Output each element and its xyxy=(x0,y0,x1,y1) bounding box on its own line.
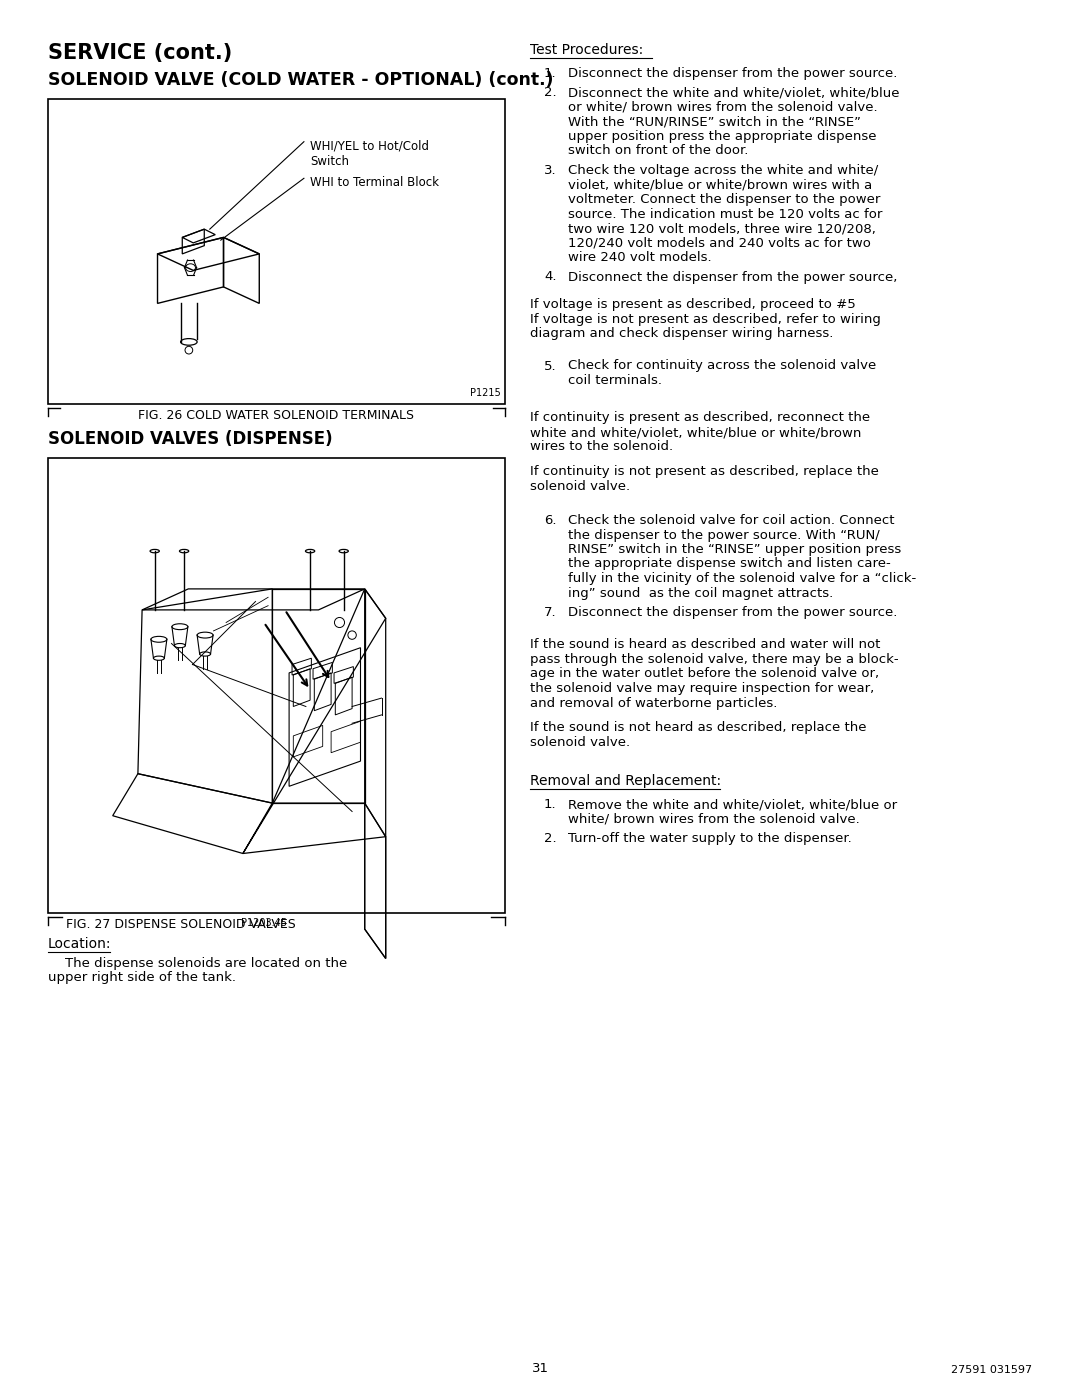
Text: If the sound is heard as described and water will not: If the sound is heard as described and w… xyxy=(530,638,880,651)
Bar xyxy=(48,99,505,404)
Text: solenoid valve.: solenoid valve. xyxy=(530,735,630,749)
Text: 7.: 7. xyxy=(544,606,556,619)
Text: the appropriate dispense switch and listen care-: the appropriate dispense switch and list… xyxy=(568,557,891,570)
Text: 120/240 volt models and 240 volts ac for two: 120/240 volt models and 240 volts ac for… xyxy=(568,236,870,250)
Text: Disconnect the white and white/violet, white/blue: Disconnect the white and white/violet, w… xyxy=(568,87,900,99)
Text: Removal and Replacement:: Removal and Replacement: xyxy=(530,774,721,788)
Text: 1.: 1. xyxy=(544,798,556,812)
Text: If continuity is present as described, reconnect the: If continuity is present as described, r… xyxy=(530,412,870,425)
Text: SOLENOID VALVE (COLD WATER - OPTIONAL) (cont.): SOLENOID VALVE (COLD WATER - OPTIONAL) (… xyxy=(48,71,554,89)
Text: violet, white/blue or white/brown wires with a: violet, white/blue or white/brown wires … xyxy=(568,179,873,191)
Text: Check for continuity across the solenoid valve: Check for continuity across the solenoid… xyxy=(568,359,876,373)
Text: voltmeter. Connect the dispenser to the power: voltmeter. Connect the dispenser to the … xyxy=(568,193,880,205)
Text: pass through the solenoid valve, there may be a block-: pass through the solenoid valve, there m… xyxy=(530,652,899,666)
Text: solenoid valve.: solenoid valve. xyxy=(530,479,630,493)
Text: The dispense solenoids are located on the: The dispense solenoids are located on th… xyxy=(48,957,348,970)
Text: ing” sound  as the coil magnet attracts.: ing” sound as the coil magnet attracts. xyxy=(568,587,834,599)
Text: P1203.45: P1203.45 xyxy=(241,918,287,928)
Text: Turn-off the water supply to the dispenser.: Turn-off the water supply to the dispens… xyxy=(568,833,852,845)
Text: Disconnect the dispenser from the power source,: Disconnect the dispenser from the power … xyxy=(568,271,897,284)
Text: diagram and check dispenser wiring harness.: diagram and check dispenser wiring harne… xyxy=(530,327,834,339)
Text: 6.: 6. xyxy=(544,514,556,527)
Text: 1.: 1. xyxy=(544,67,556,80)
Text: the dispenser to the power source. With “RUN/: the dispenser to the power source. With … xyxy=(568,528,880,542)
Text: SOLENOID VALVES (DISPENSE): SOLENOID VALVES (DISPENSE) xyxy=(48,430,333,448)
Text: upper right side of the tank.: upper right side of the tank. xyxy=(48,971,237,985)
Text: If continuity is not present as described, replace the: If continuity is not present as describe… xyxy=(530,465,879,478)
Text: 31: 31 xyxy=(531,1362,549,1375)
Text: white/ brown wires from the solenoid valve.: white/ brown wires from the solenoid val… xyxy=(568,813,860,826)
Text: SERVICE (cont.): SERVICE (cont.) xyxy=(48,43,232,63)
Text: WHI to Terminal Block: WHI to Terminal Block xyxy=(310,176,438,190)
Bar xyxy=(48,458,505,914)
Text: Disconnect the dispenser from the power source.: Disconnect the dispenser from the power … xyxy=(568,606,897,619)
Text: With the “RUN/RINSE” switch in the “RINSE”: With the “RUN/RINSE” switch in the “RINS… xyxy=(568,116,861,129)
Text: Disconnect the dispenser from the power source.: Disconnect the dispenser from the power … xyxy=(568,67,897,80)
Text: upper position press the appropriate dispense: upper position press the appropriate dis… xyxy=(568,130,877,142)
Text: two wire 120 volt models, three wire 120/208,: two wire 120 volt models, three wire 120… xyxy=(568,222,876,235)
Text: 4.: 4. xyxy=(544,271,556,284)
Text: If voltage is not present as described, refer to wiring: If voltage is not present as described, … xyxy=(530,313,881,326)
Text: age in the water outlet before the solenoid valve or,: age in the water outlet before the solen… xyxy=(530,668,879,680)
Text: Test Procedures:: Test Procedures: xyxy=(530,43,644,57)
Text: 5.: 5. xyxy=(544,359,556,373)
Text: Check the voltage across the white and white/: Check the voltage across the white and w… xyxy=(568,163,878,177)
Text: white and white/violet, white/blue or white/brown: white and white/violet, white/blue or wh… xyxy=(530,426,862,439)
Text: coil terminals.: coil terminals. xyxy=(568,374,662,387)
Text: 3.: 3. xyxy=(544,163,556,177)
Text: If voltage is present as described, proceed to #5: If voltage is present as described, proc… xyxy=(530,298,855,312)
Text: 2.: 2. xyxy=(544,87,556,99)
Text: or white/ brown wires from the solenoid valve.: or white/ brown wires from the solenoid … xyxy=(568,101,878,115)
Text: switch on front of the door.: switch on front of the door. xyxy=(568,144,748,158)
Text: wires to the solenoid.: wires to the solenoid. xyxy=(530,440,673,454)
Text: Check the solenoid valve for coil action. Connect: Check the solenoid valve for coil action… xyxy=(568,514,894,527)
Text: and removal of waterborne particles.: and removal of waterborne particles. xyxy=(530,697,778,710)
Text: 2.: 2. xyxy=(544,833,556,845)
Text: 27591 031597: 27591 031597 xyxy=(950,1365,1032,1375)
Text: FIG. 26 COLD WATER SOLENOID TERMINALS: FIG. 26 COLD WATER SOLENOID TERMINALS xyxy=(138,409,415,422)
Text: Remove the white and white/violet, white/blue or: Remove the white and white/violet, white… xyxy=(568,798,897,812)
Text: fully in the vicinity of the solenoid valve for a “click-: fully in the vicinity of the solenoid va… xyxy=(568,571,916,585)
Text: FIG. 27 DISPENSE SOLENOID VALVES: FIG. 27 DISPENSE SOLENOID VALVES xyxy=(66,918,296,930)
Text: WHI/YEL to Hot/Cold
Switch: WHI/YEL to Hot/Cold Switch xyxy=(310,140,429,168)
Text: source. The indication must be 120 volts ac for: source. The indication must be 120 volts… xyxy=(568,208,882,221)
Text: If the sound is not heard as described, replace the: If the sound is not heard as described, … xyxy=(530,721,866,733)
Text: Location:: Location: xyxy=(48,937,111,951)
Text: wire 240 volt models.: wire 240 volt models. xyxy=(568,251,712,264)
Text: P1215: P1215 xyxy=(470,388,501,398)
Text: the solenoid valve may require inspection for wear,: the solenoid valve may require inspectio… xyxy=(530,682,874,694)
Text: RINSE” switch in the “RINSE” upper position press: RINSE” switch in the “RINSE” upper posit… xyxy=(568,543,901,556)
